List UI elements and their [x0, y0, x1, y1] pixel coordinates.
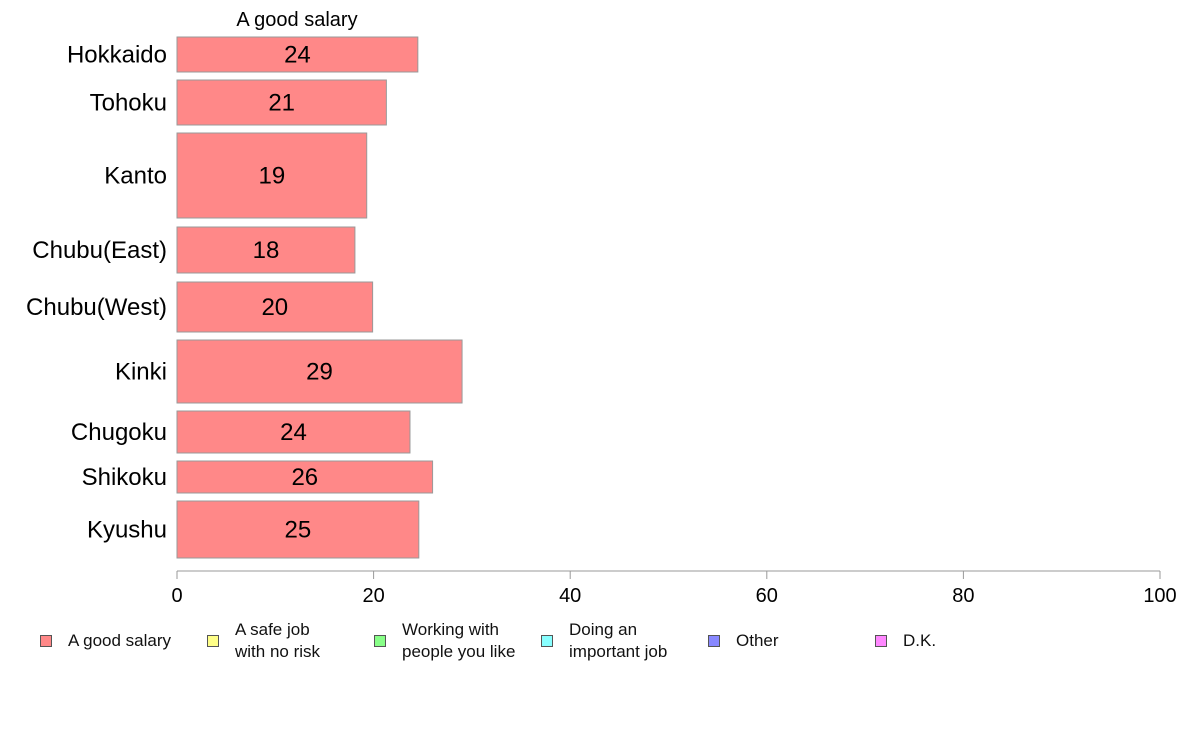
bar-value-label: 26: [291, 464, 318, 491]
bar-chart: A good salary 24 Hokkaido 21 Tohoku 19 Kanto 1…: [26, 9, 1177, 607]
bar-chubu-west: [176, 281, 374, 333]
legend-label: A safe job with no risk: [235, 620, 321, 661]
bar-hokkaido: [176, 36, 419, 73]
legend-swatch: [708, 635, 720, 647]
bar-value-label: 18: [253, 237, 280, 264]
bar-kyushu: [176, 500, 420, 559]
bar-value-label: 20: [261, 294, 288, 321]
bar-value-label: 24: [280, 419, 307, 446]
bar-tohoku: [176, 79, 387, 126]
legend: A good salary A safe job with no risk Work…: [0, 618, 1188, 668]
legend-swatch: [374, 635, 386, 647]
legend-swatch: [875, 635, 887, 647]
category-label: Kyushu: [87, 517, 167, 544]
x-tick-label: 100: [1143, 585, 1176, 607]
legend-label: A good salary: [68, 631, 172, 650]
bar-value-label: 29: [306, 359, 333, 386]
category-label: Hokkaido: [67, 42, 167, 69]
bar-shikoku: [176, 460, 434, 494]
legend-item: A good salary: [40, 618, 171, 664]
bar-kinki: [176, 339, 463, 404]
bar-value-label: 21: [268, 90, 295, 117]
bars-layer: 24 Hokkaido 21 Tohoku 19 Kanto 18 Chubu(East) 20…: [26, 36, 463, 559]
bar-value-label: 19: [259, 163, 286, 190]
legend-label: D.K.: [903, 631, 937, 650]
x-tick-label: 60: [756, 585, 778, 607]
x-tick-label: 40: [559, 585, 581, 607]
category-label: Kanto: [104, 163, 167, 190]
category-label: Tohoku: [90, 90, 167, 117]
bar-chubu-east: [176, 226, 356, 274]
legend-swatch: [541, 635, 553, 647]
x-axis: 0 20 40 60 80 100: [171, 570, 1177, 607]
legend-item: Doing an important job: [541, 618, 667, 664]
category-label: Kinki: [115, 359, 167, 386]
legend-label: Working with people you like: [402, 620, 516, 661]
legend-swatch: [207, 635, 219, 647]
x-tick-label: 20: [362, 585, 384, 607]
bar-value-label: 25: [285, 517, 312, 544]
category-label: Shikoku: [82, 464, 167, 491]
legend-label: Other: [736, 631, 779, 650]
legend-item: A safe job with no risk: [207, 618, 320, 664]
legend-item: D.K.: [875, 618, 936, 664]
category-label: Chugoku: [71, 419, 167, 446]
bar-kanto: [176, 132, 368, 219]
legend-label: Doing an important job: [569, 620, 668, 661]
legend-item: Working with people you like: [374, 618, 515, 664]
chart-title: A good salary: [236, 9, 357, 31]
legend-swatch: [40, 635, 52, 647]
x-tick-label: 80: [952, 585, 974, 607]
bar-value-label: 24: [284, 42, 311, 69]
category-label: Chubu(East): [32, 237, 167, 264]
category-label: Chubu(West): [26, 294, 167, 321]
x-tick-label: 0: [171, 585, 182, 607]
legend-item: Other: [708, 618, 779, 664]
bar-chugoku: [176, 410, 411, 454]
